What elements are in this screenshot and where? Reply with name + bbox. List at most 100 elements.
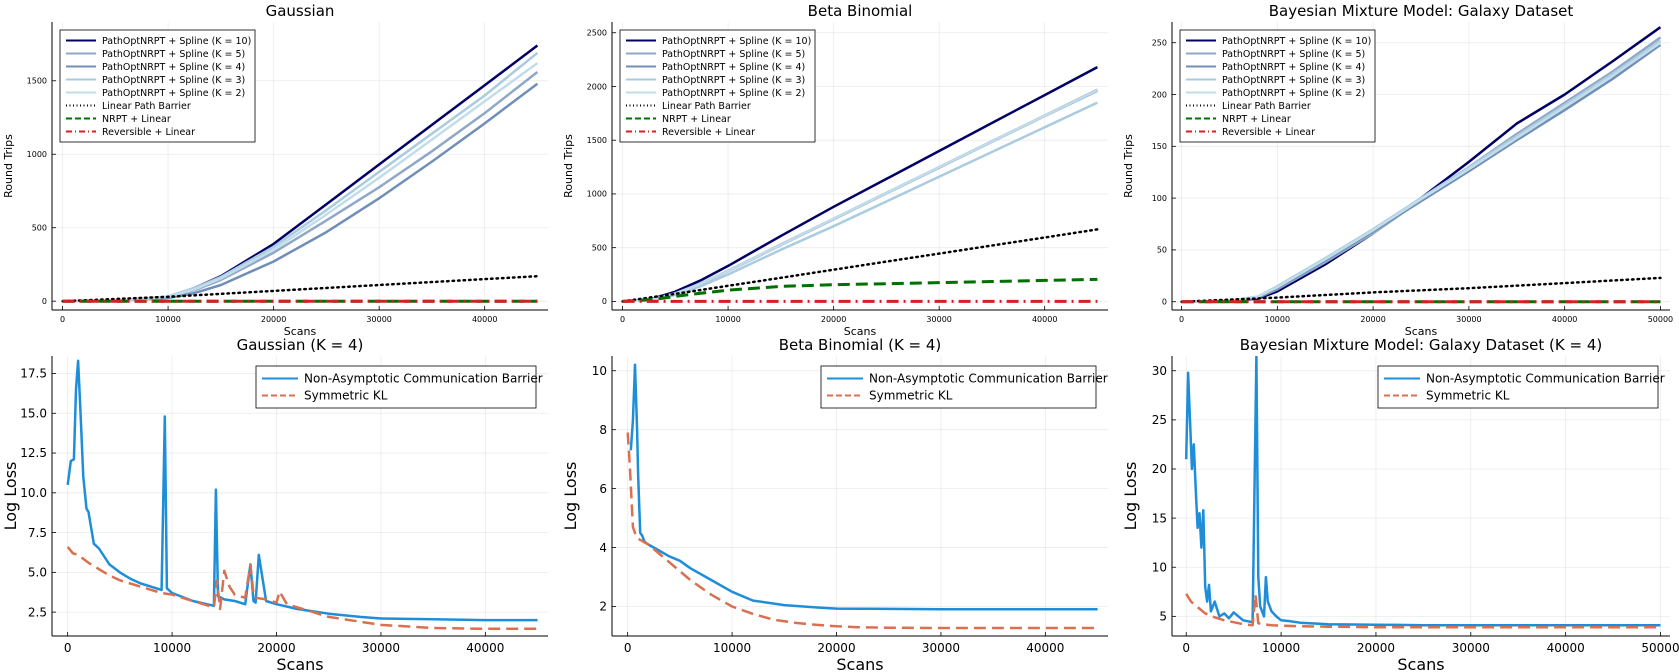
x-tick-label: 0: [1182, 641, 1190, 655]
series-line-6: [622, 277, 1098, 303]
y-tick-label: 15.0: [20, 406, 47, 420]
y-tick-label: 8: [599, 423, 607, 437]
x-tick-label: 30000: [922, 641, 960, 655]
chart-title: Beta Binomial (K = 4): [779, 336, 942, 354]
y-axis-label: Log Loss: [1121, 462, 1140, 531]
legend-label: PathOptNRPT + Spline (K = 3): [102, 75, 245, 86]
x-axis-label: Scans: [844, 325, 877, 338]
chart-panel-4: 0 10000 20000 30000 40000 2 4 6 8 10 Beta Binomial…: [561, 336, 1108, 672]
chart-title: Bayesian Mixture Model: Galaxy Dataset: [1269, 2, 1574, 20]
legend-box: [820, 365, 1097, 409]
legend-label: Linear Path Barrier: [1222, 101, 1311, 112]
legend-label: Non-Asymptotic Communication Barrier: [304, 372, 543, 386]
y-axis-label: Round Trips: [562, 134, 575, 198]
x-tick-label: 10000: [155, 315, 180, 324]
x-axis-label: Scans: [836, 655, 883, 672]
y-axis-label: Log Loss: [561, 462, 580, 531]
series-line-0: [622, 65, 1098, 303]
legend-box: [1377, 365, 1659, 409]
x-tick-label: 30000: [1456, 315, 1481, 324]
x-tick-label: 20000: [261, 315, 286, 324]
x-tick-label: 30000: [366, 315, 391, 324]
y-tick-label: 25: [1152, 413, 1167, 427]
legend-label: PathOptNRPT + Spline (K = 2): [662, 88, 805, 99]
x-tick-label: 0: [620, 315, 625, 324]
legend-label: PathOptNRPT + Spline (K = 5): [102, 49, 245, 60]
x-tick-label: 40000: [466, 641, 504, 655]
x-tick-label: 40000: [1026, 641, 1064, 655]
x-tick-label: 20000: [257, 641, 295, 655]
x-tick-label: 40000: [1552, 315, 1577, 324]
x-tick-label: 30000: [362, 641, 400, 655]
y-axis-label: Log Loss: [1, 462, 20, 531]
y-tick-label: 20: [1152, 462, 1167, 476]
series-line-1: [626, 432, 1098, 630]
x-tick-label: 40000: [1032, 315, 1057, 324]
legend: Non-Asymptotic Communication Barrier Symm…: [1377, 365, 1665, 409]
y-tick-label: 2.5: [28, 605, 47, 619]
y-tick-label: 1500: [587, 136, 607, 145]
y-tick-label: 5: [1159, 610, 1167, 624]
legend-box: [255, 365, 537, 409]
y-tick-label: 2500: [587, 29, 607, 38]
x-tick-label: 30000: [926, 315, 951, 324]
chart-title: Gaussian (K = 4): [237, 336, 364, 354]
y-tick-label: 10: [1152, 560, 1167, 574]
legend-box: [59, 29, 256, 143]
y-tick-label: 1000: [587, 190, 607, 199]
series-line-4: [1181, 41, 1662, 303]
legend-label: Non-Asymptotic Communication Barrier: [1426, 372, 1665, 386]
legend-label: NRPT + Linear: [1222, 114, 1291, 125]
series-group: [626, 363, 1098, 630]
series-line-1: [1185, 593, 1661, 629]
y-axis-label: Round Trips: [1122, 134, 1135, 198]
series-group: [61, 44, 539, 303]
legend-label: PathOptNRPT + Spline (K = 5): [662, 49, 805, 60]
y-tick-label: 12.5: [20, 446, 47, 460]
x-axis-label: Scans: [276, 655, 323, 672]
x-tick-label: 0: [1179, 315, 1184, 324]
x-tick-label: 40000: [1547, 641, 1585, 655]
series-group: [1184, 356, 1661, 629]
chart-panel-2: 0 10000 20000 30000 40000 50000 0 50 100 150 200 25…: [1122, 2, 1673, 338]
series-line-0: [629, 363, 1098, 611]
series-line-5: [61, 274, 539, 303]
y-tick-label: 6: [599, 482, 607, 496]
legend-label: Reversible + Linear: [1222, 127, 1315, 138]
y-tick-label: 1500: [27, 77, 47, 86]
series-group: [66, 359, 538, 631]
series-group: [621, 65, 1099, 303]
legend-label: PathOptNRPT + Spline (K = 10): [102, 36, 251, 47]
x-tick-label: 30000: [1452, 641, 1490, 655]
x-tick-label: 0: [64, 641, 72, 655]
chart-title: Bayesian Mixture Model: Galaxy Dataset (…: [1240, 336, 1603, 354]
x-tick-label: 20000: [1360, 315, 1385, 324]
x-axis-label: Scans: [1397, 655, 1444, 672]
x-tick-label: 20000: [821, 315, 846, 324]
legend-label: PathOptNRPT + Spline (K = 3): [662, 75, 805, 86]
legend-label: Reversible + Linear: [662, 127, 755, 138]
y-tick-label: 200: [1152, 90, 1167, 99]
legend: Non-Asymptotic Communication Barrier Symm…: [820, 365, 1108, 409]
legend-label: PathOptNRPT + Spline (K = 10): [662, 36, 811, 47]
y-tick-label: 30: [1152, 364, 1167, 378]
legend-label: NRPT + Linear: [662, 114, 731, 125]
legend-label: Symmetric KL: [304, 389, 388, 403]
y-tick-label: 500: [592, 243, 607, 252]
legend: Non-Asymptotic Communication Barrier Symm…: [255, 365, 543, 409]
y-tick-label: 150: [1152, 142, 1167, 151]
x-tick-label: 50000: [1641, 641, 1679, 655]
legend-label: Symmetric KL: [869, 389, 953, 403]
chart-title: Gaussian: [266, 2, 335, 20]
y-tick-label: 10.0: [20, 486, 47, 500]
legend-label: PathOptNRPT + Spline (K = 5): [1222, 49, 1365, 60]
x-tick-label: 20000: [1357, 641, 1395, 655]
legend-label: Linear Path Barrier: [102, 101, 191, 112]
legend-label: Linear Path Barrier: [662, 101, 751, 112]
legend-label: PathOptNRPT + Spline (K = 4): [102, 62, 245, 73]
series-group: [1180, 26, 1662, 304]
x-axis-label: Scans: [1405, 325, 1438, 338]
y-tick-label: 5.0: [28, 566, 47, 580]
legend-box: [1179, 29, 1376, 143]
legend-label: Non-Asymptotic Communication Barrier: [869, 372, 1108, 386]
